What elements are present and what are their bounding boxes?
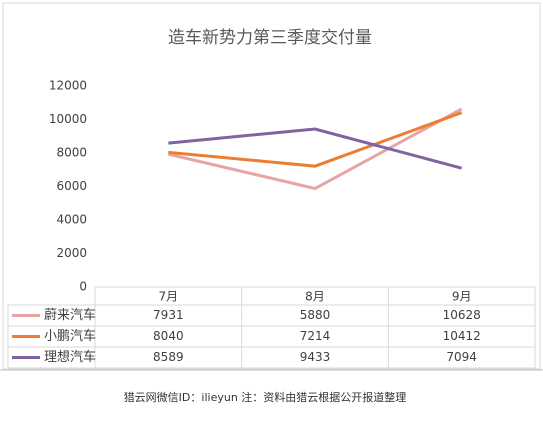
footnote: 猎云网微信ID：ilieyun 注：资料由猎云根据公开报道整理 [124, 390, 407, 404]
y-tick-label: 10000 [49, 112, 87, 126]
table-value: 7931 [153, 308, 184, 322]
table-value: 7094 [446, 350, 477, 364]
table-value: 5880 [300, 308, 331, 322]
table-value: 7214 [300, 329, 331, 343]
table-value: 8589 [153, 350, 184, 364]
y-tick-label: 8000 [56, 146, 87, 160]
x-tick-label: 9月 [452, 290, 472, 304]
line-series [168, 111, 463, 168]
table-value: 9433 [300, 350, 331, 364]
legend-label: 小鹏汽车 [44, 328, 96, 344]
legend-label: 蔚来汽车 [44, 307, 96, 323]
y-tick-label: 6000 [56, 179, 87, 193]
y-tick-label: 2000 [56, 246, 87, 260]
y-tick-label: 12000 [49, 79, 87, 93]
y-tick-label: 4000 [56, 213, 87, 227]
line-series [168, 127, 463, 170]
chart-title: 造车新势力第三季度交付量 [168, 28, 372, 48]
x-tick-label: 7月 [159, 290, 179, 304]
line-series [167, 107, 463, 191]
legend-label: 理想汽车 [44, 349, 96, 365]
table-value: 10628 [443, 308, 481, 322]
x-tick-label: 8月 [305, 290, 325, 304]
table-value: 10412 [443, 329, 481, 343]
y-tick-label: 0 [79, 280, 87, 294]
chart-frame [2, 2, 541, 370]
table-value: 8040 [153, 329, 184, 343]
